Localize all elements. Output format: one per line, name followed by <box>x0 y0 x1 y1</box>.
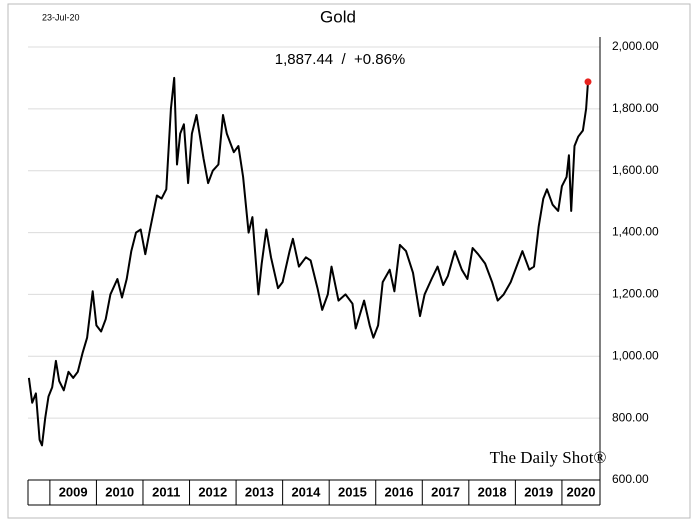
y-tick-label: 1,600.00 <box>612 163 659 177</box>
price-line <box>27 76 589 447</box>
x-tick-label: 2014 <box>291 484 321 499</box>
x-tick-label: 2009 <box>59 484 88 499</box>
frame <box>7 3 691 519</box>
y-tick-label: 1,400.00 <box>612 225 659 239</box>
last-point <box>584 78 592 86</box>
x-tick-label: 2010 <box>105 484 134 499</box>
x-tick-label: 2012 <box>198 484 227 499</box>
y-tick-label: 1,200.00 <box>612 287 659 301</box>
y-tick-label: 1,000.00 <box>612 348 659 362</box>
x-tick-label: 2011 <box>152 484 180 499</box>
x-tick-label: 2020 <box>567 484 596 499</box>
y-tick-label: 600.00 <box>612 472 649 486</box>
chart-subtitle: 1,887.44 / +0.86% <box>275 51 406 68</box>
x-tick-label: 2018 <box>478 484 507 499</box>
watermark: The Daily Shot® <box>490 448 607 467</box>
chart-title: Gold <box>320 7 356 26</box>
x-tick-label: 2017 <box>431 484 460 499</box>
x-tick-label: 2015 <box>338 484 367 499</box>
x-tick-label: 2019 <box>524 484 553 499</box>
x-tick-label: 2013 <box>245 484 274 499</box>
y-tick-label: 2,000.00 <box>612 39 659 53</box>
y-tick-label: 800.00 <box>612 410 649 424</box>
date: 23-Jul-20 <box>42 12 80 22</box>
x-tick-label: 2016 <box>385 484 414 499</box>
y-tick-label: 1,800.00 <box>612 101 659 115</box>
